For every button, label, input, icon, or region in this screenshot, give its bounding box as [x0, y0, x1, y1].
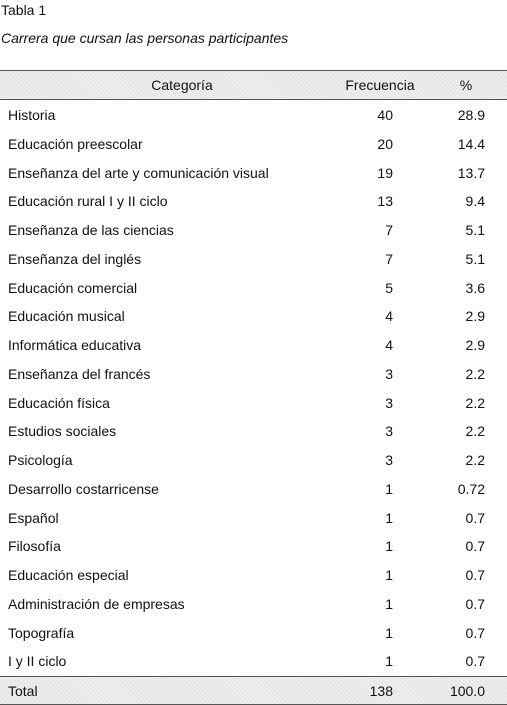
number-cell: 7 [385, 222, 393, 238]
number-cell: 2.9 [465, 337, 485, 353]
number-cell: 2.2 [465, 423, 485, 440]
number-cell: 28.9 [457, 107, 485, 123]
category-cell: Desarrollo costarricense [8, 480, 159, 497]
number-cell: 1 [385, 595, 393, 612]
rule [0, 70, 507, 71]
number-cell: 40 [377, 107, 393, 123]
column-header: % [459, 77, 473, 93]
total-band [0, 676, 507, 705]
number-cell: 2.2 [465, 365, 485, 382]
number-cell: 9.4 [465, 193, 485, 210]
number-cell: 3 [385, 394, 393, 411]
number-cell: 14.4 [457, 135, 485, 152]
category-cell: Educación preescolar [8, 135, 143, 152]
number-cell: 3 [385, 423, 393, 440]
number-cell: 0.7 [465, 538, 485, 555]
number-cell: 2.2 [465, 452, 485, 468]
number-cell: 19 [377, 164, 393, 181]
number-cell: 5.1 [465, 250, 485, 267]
number-cell: 2.9 [465, 308, 485, 325]
category-cell: Psicología [8, 452, 73, 468]
column-header: Categoría [151, 77, 213, 93]
category-cell: I y II ciclo [8, 653, 67, 670]
category-cell: Español [8, 509, 59, 526]
number-cell: 1 [385, 538, 393, 555]
number-cell: 1 [385, 653, 393, 670]
number-cell: 1 [385, 624, 393, 641]
number-cell: 0.7 [465, 567, 485, 583]
column-header: Frecuencia [345, 77, 415, 93]
number-cell: 1 [385, 480, 393, 497]
number-cell: 2.2 [465, 394, 485, 411]
category-cell: Topografía [8, 624, 75, 641]
total-cell: 100.0 [449, 683, 485, 699]
category-cell: Filosofía [8, 538, 61, 555]
number-cell: 0.72 [457, 480, 485, 497]
number-cell: 0.7 [465, 624, 485, 641]
category-cell: Educación física [8, 394, 110, 411]
category-cell: Enseñanza del inglés [8, 250, 142, 267]
number-cell: 0.7 [465, 509, 485, 526]
header-band [0, 70, 507, 99]
category-cell: Educación comercial [8, 279, 138, 296]
number-cell: 4 [385, 337, 393, 353]
total-cell: 138 [369, 683, 393, 699]
number-cell: 7 [385, 250, 393, 267]
number-cell: 0.7 [465, 653, 485, 670]
number-cell: 1 [385, 567, 393, 583]
rule [0, 99, 507, 100]
number-cell: 13 [377, 193, 393, 210]
number-cell: 5 [385, 279, 393, 296]
table-caption: Carrera que cursan las personas particip… [1, 30, 289, 46]
number-cell: 3 [385, 365, 393, 382]
number-cell: 20 [377, 135, 393, 152]
category-cell: Enseñanza del arte y comunicación visual [8, 164, 269, 181]
category-cell: Estudios sociales [8, 423, 117, 440]
number-cell: 5.1 [465, 222, 485, 238]
number-cell: 1 [385, 509, 393, 526]
number-cell: 4 [385, 308, 393, 325]
category-cell: Educación especial [8, 567, 129, 583]
number-cell: 3 [385, 452, 393, 468]
rule [0, 676, 507, 677]
category-cell: Enseñanza del francés [8, 365, 151, 382]
number-cell: 13.7 [457, 164, 485, 181]
category-cell: Informática educativa [8, 337, 142, 353]
total-cell: Total [8, 683, 38, 699]
category-cell: Administración de empresas [8, 595, 185, 612]
number-cell: 3.6 [465, 279, 485, 296]
number-cell: 0.7 [465, 595, 485, 612]
category-cell: Educación musical [8, 308, 125, 325]
category-cell: Enseñanza de las ciencias [8, 222, 174, 238]
category-cell: Historia [8, 107, 56, 123]
category-cell: Educación rural I y II ciclo [8, 193, 168, 210]
table-label: Tabla 1 [1, 2, 47, 18]
